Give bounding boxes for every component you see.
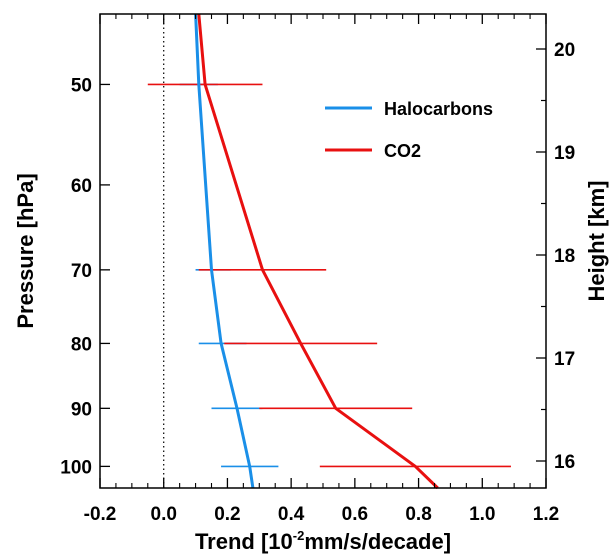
height-tick-label: 19 [554, 143, 575, 164]
x-tick-label: 0.2 [214, 504, 240, 525]
x-tick-label: 0.8 [405, 504, 431, 525]
legend-label-halocarbons: Halocarbons [384, 99, 493, 119]
height-tick-label: 17 [554, 349, 575, 370]
x-tick-label: 0.4 [278, 504, 305, 525]
y-axis-title-left: Pressure [hPa] [13, 173, 38, 328]
pressure-tick-label: 90 [71, 399, 92, 420]
pressure-tick-label: 100 [60, 457, 92, 478]
series-layer [147, 13, 511, 490]
profile-line-halocarbons [194, 13, 255, 489]
x-axis-title-exponent: -2 [293, 528, 305, 543]
x-tick-label: 1.2 [533, 504, 559, 525]
y-axis-title-right: Height [km] [584, 181, 609, 302]
x-tick-label: 0.6 [342, 504, 368, 525]
profile-line-co2 [197, 13, 439, 490]
pressure-tick-label: 80 [71, 334, 92, 355]
tick-label-layer: -0.2 0.0 0.2 0.4 0.6 0.8 1.0 1.2 50 60 70 80 90 100 16… [60, 40, 575, 525]
pressure-tick-label: 60 [71, 176, 92, 197]
x-axis-title-rest: mm/s/decade] [304, 529, 451, 554]
x-axis-title-base: Trend [10 [195, 529, 293, 554]
legend: Halocarbons CO2 [325, 99, 493, 161]
legend-label-co2: CO2 [384, 141, 421, 161]
height-tick-label: 18 [554, 246, 575, 267]
tick-layer [99, 14, 547, 488]
pressure-tick-label: 70 [71, 261, 92, 282]
height-tick-label: 20 [554, 40, 575, 61]
pressure-tick-label: 50 [71, 75, 92, 96]
x-tick-label: 0.0 [151, 504, 177, 525]
height-tick-label: 16 [554, 452, 575, 473]
x-tick-label: 1.0 [469, 504, 495, 525]
x-tick-label: -0.2 [84, 504, 117, 525]
x-axis-title: Trend [10-2mm/s/decade] [195, 528, 451, 554]
